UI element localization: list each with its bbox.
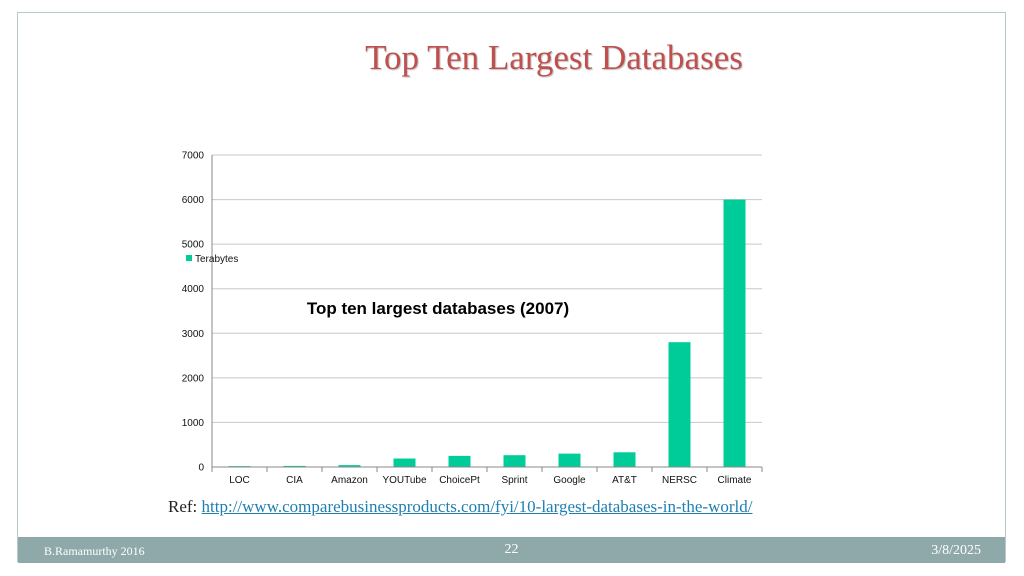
bar-choicept	[448, 455, 471, 467]
reference-link[interactable]: http://www.comparebusinessproducts.com/f…	[201, 497, 753, 516]
y-tick-label: 0	[198, 463, 204, 474]
chart-title: Top ten largest databases (2007)	[307, 299, 569, 318]
footer-page-number: 22	[504, 542, 519, 557]
x-tick-label: Amazon	[331, 475, 368, 486]
legend-label: Terabytes	[195, 254, 238, 265]
x-tick-label: LOC	[229, 475, 250, 486]
y-tick-label: 5000	[182, 240, 205, 251]
bar-cia	[283, 465, 306, 467]
bar-nersc	[668, 342, 691, 467]
y-tick-label: 6000	[182, 195, 205, 206]
y-tick-label: 3000	[182, 329, 205, 340]
bar-google	[558, 453, 581, 467]
footer-date: 3/8/2025	[931, 543, 981, 558]
reference-label: Ref:	[168, 497, 198, 516]
footer-author: B.Ramamurthy 2016	[44, 544, 145, 558]
bar-sprint	[503, 455, 526, 467]
y-tick-label: 7000	[182, 151, 205, 162]
x-tick-label: Climate	[718, 475, 752, 486]
y-tick-label: 2000	[182, 373, 205, 384]
bar-att	[613, 452, 636, 467]
x-tick-label: ChoicePt	[439, 475, 480, 486]
y-tick-label: 1000	[182, 418, 205, 429]
reference: Ref: http://www.comparebusinessproducts.…	[168, 497, 752, 517]
x-tick-label: CIA	[286, 475, 303, 486]
legend-swatch	[186, 255, 192, 261]
x-tick-label: NERSC	[662, 475, 697, 486]
bar-youtube	[393, 458, 416, 467]
bar-amazon	[338, 465, 361, 467]
x-tick-label: AT&T	[612, 475, 637, 486]
x-tick-label: Google	[553, 475, 586, 486]
x-tick-label: Sprint	[501, 475, 527, 486]
bar-climate	[723, 199, 746, 468]
footer-bar: B.Ramamurthy 2016 22 3/8/2025	[18, 537, 1005, 563]
slide-title: Top Ten Largest Databases	[365, 38, 743, 77]
slide-frame	[17, 12, 1006, 562]
x-tick-label: YOUTube	[382, 475, 427, 486]
y-tick-label: 4000	[182, 284, 205, 295]
